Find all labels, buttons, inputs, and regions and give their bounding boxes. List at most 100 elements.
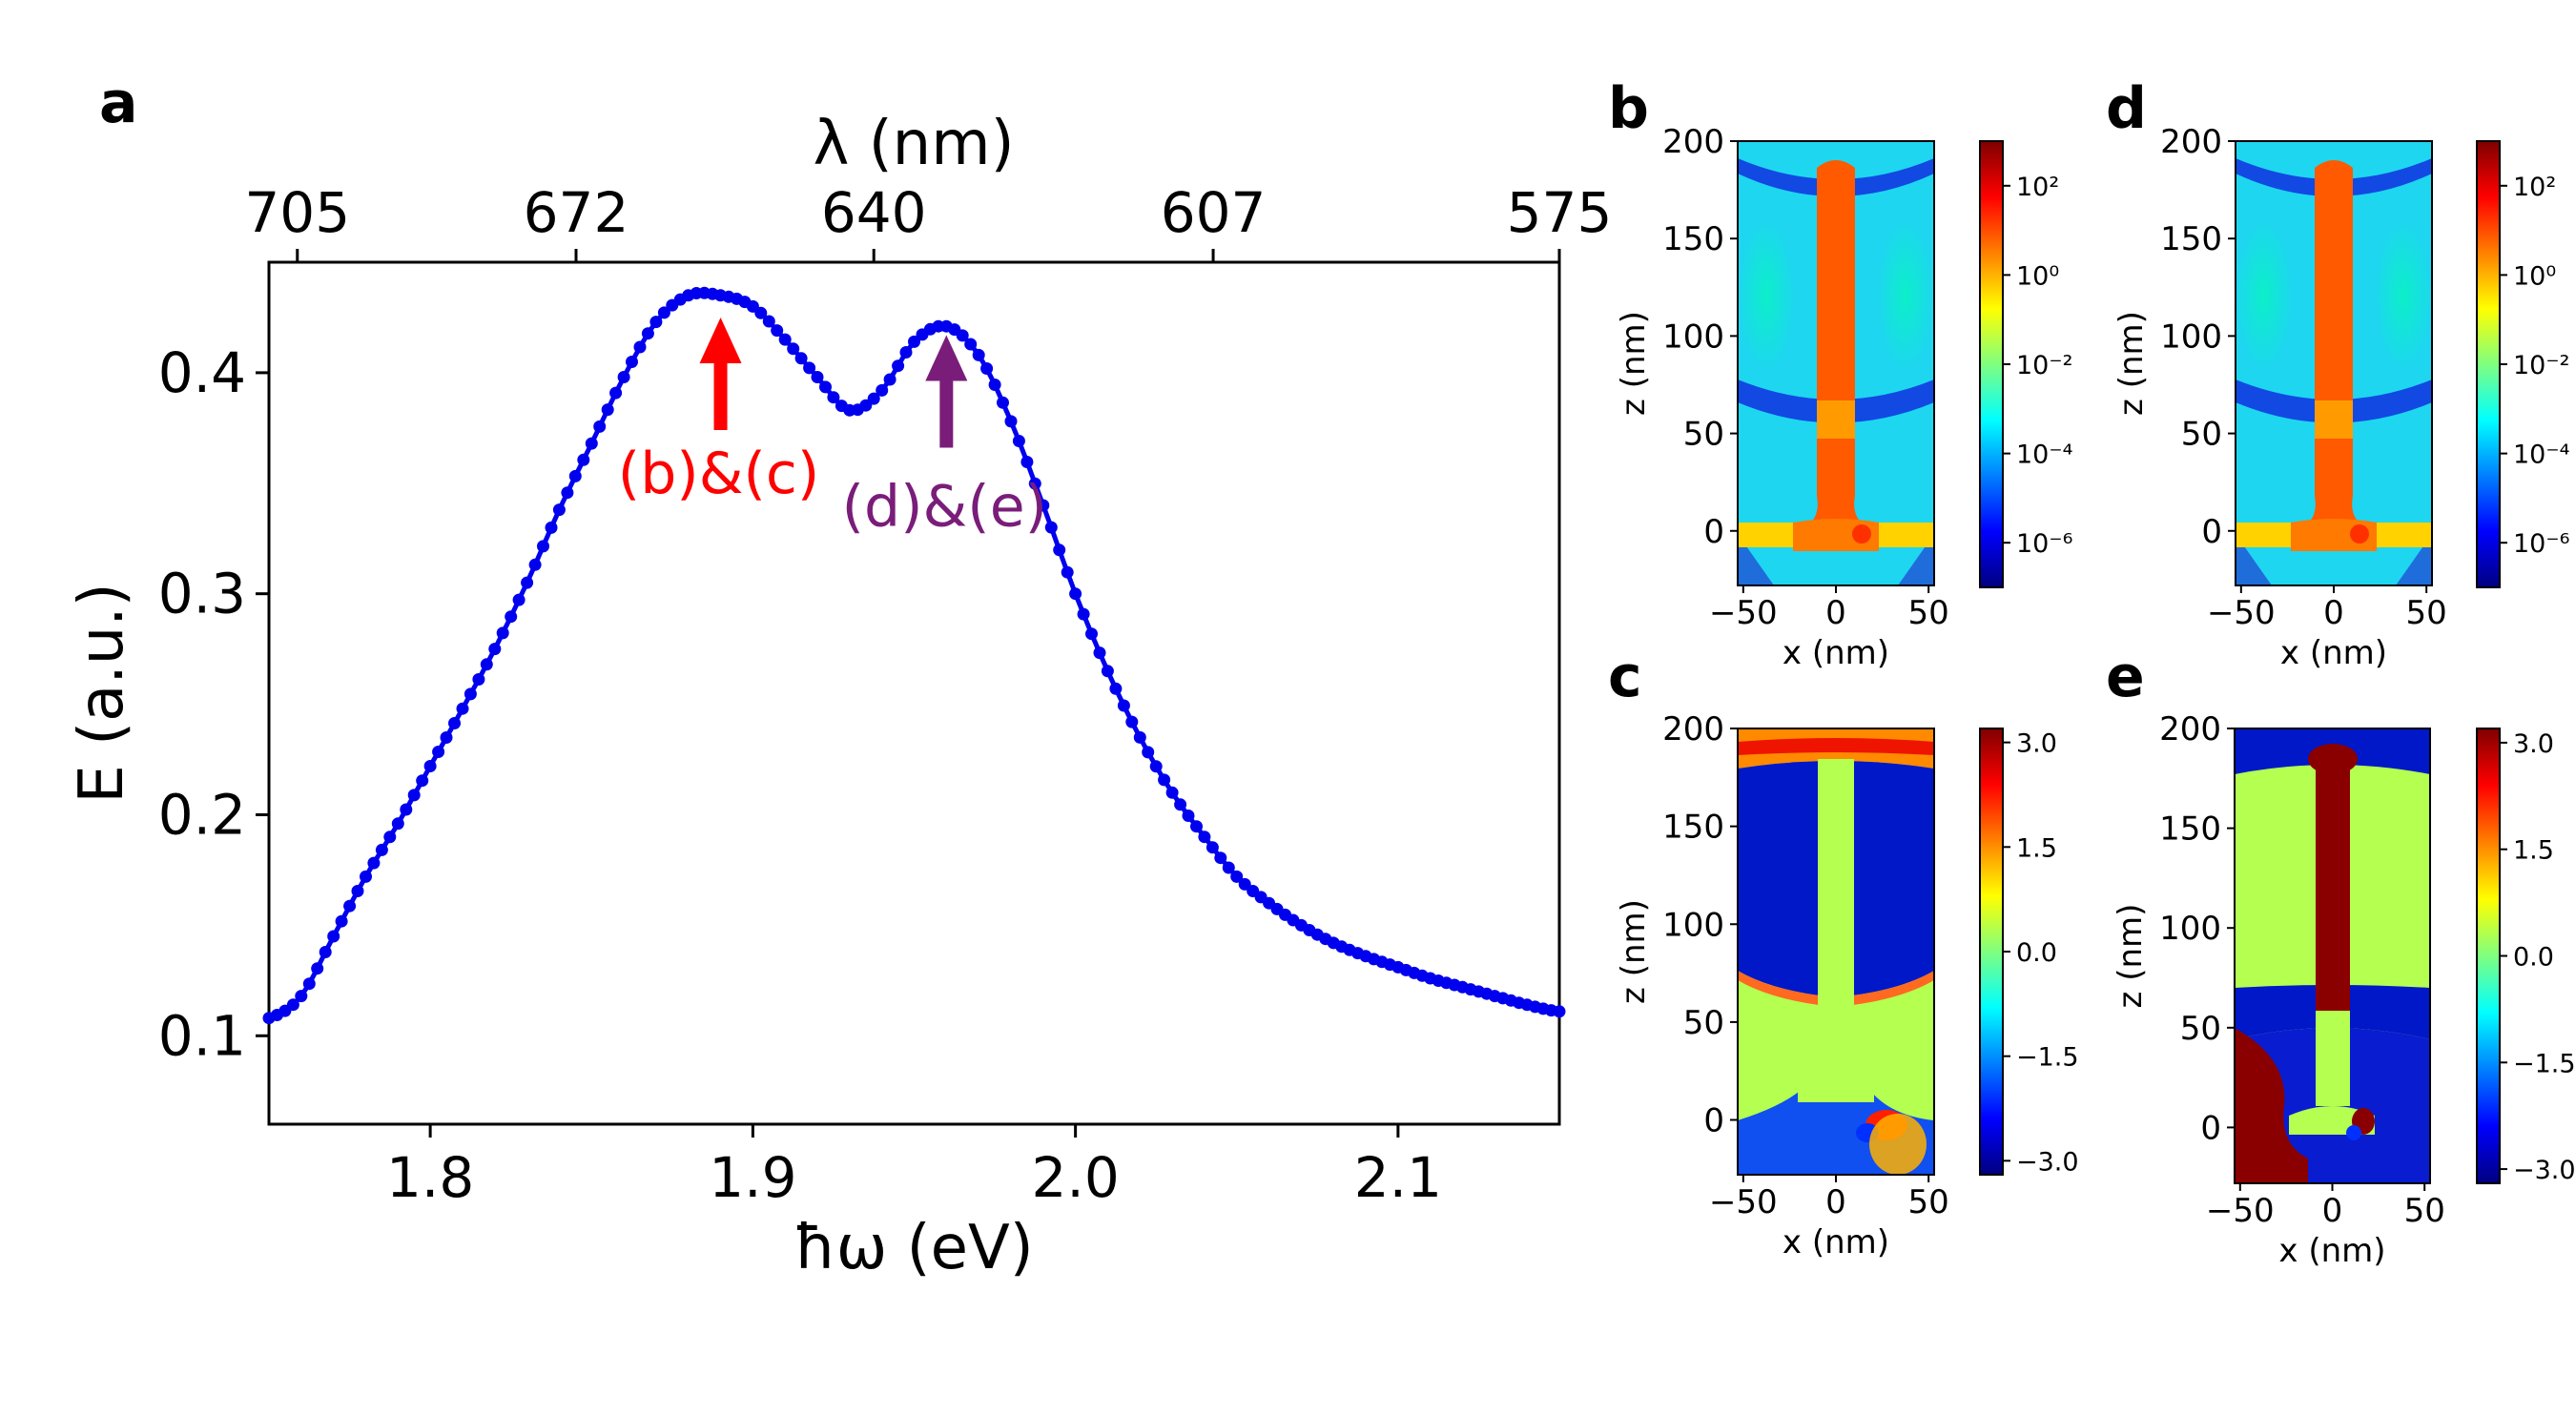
x-tick-label: 2.1 (1354, 1145, 1442, 1210)
data-point (286, 998, 299, 1012)
data-point (1077, 607, 1090, 621)
y-tick-label: 50 (2181, 416, 2222, 454)
panel-label-d: d (2106, 75, 2147, 142)
data-point (657, 306, 670, 319)
data-point (883, 373, 896, 386)
data-point (876, 383, 889, 397)
data-point (521, 576, 534, 589)
data-point (1044, 521, 1058, 534)
colorbar-ticks-c: 3.0 1.5 0.0 −1.5 −3.0 (2003, 729, 2079, 1177)
data-point (778, 333, 792, 346)
y-ticks: 0.1 0.2 0.3 0.4 (158, 340, 269, 1068)
panel-label-a: a (99, 70, 138, 136)
annotation-arrow-head (925, 335, 968, 381)
y-tick-label: 150 (1662, 809, 1724, 847)
y-tick-label: 0 (1703, 1102, 1724, 1140)
x-tick-label: 0 (1825, 1183, 1846, 1221)
data-point (311, 962, 324, 975)
data-point (327, 930, 340, 943)
data-point (423, 760, 437, 772)
data-point (1182, 810, 1195, 822)
annotation-arrow-head (699, 317, 742, 363)
y-tick-label: 100 (1662, 318, 1724, 356)
top-tick-label: 705 (244, 180, 350, 245)
data-point (1238, 877, 1251, 891)
data-point (633, 340, 647, 354)
data-point (593, 420, 607, 433)
data-point (456, 702, 469, 715)
data-point (811, 371, 824, 383)
colorbar-tick-label: 3.0 (2513, 729, 2554, 759)
top-tick-label: 575 (1507, 180, 1613, 245)
data-point (343, 899, 357, 913)
colorbar-tick-label: 10⁻⁶ (2513, 529, 2569, 559)
y-tick-label: 100 (1662, 906, 1724, 944)
data-point (803, 361, 816, 375)
colorbar-b (1979, 140, 2004, 588)
panel-label-e: e (2106, 644, 2145, 710)
x-tick-label: 50 (2406, 594, 2447, 632)
data-point (1028, 477, 1041, 490)
data-point (351, 885, 364, 897)
colorbar-e (2476, 728, 2501, 1184)
data-point (1085, 627, 1098, 641)
data-point (899, 346, 913, 359)
top-axis-label: λ (nm) (813, 109, 1014, 179)
data-point (416, 774, 429, 788)
x-tick-label: 1.8 (386, 1145, 474, 1210)
y-tick-label: 100 (2160, 318, 2222, 356)
data-point (1012, 435, 1025, 447)
data-point (472, 673, 485, 686)
top-tick-label: 607 (1161, 180, 1267, 245)
colorbar-tick-label: 10⁻² (2513, 351, 2569, 380)
panel-label-c: c (1608, 644, 1642, 710)
data-point (1174, 798, 1187, 811)
heatmap-image (2236, 141, 2432, 585)
x-tick-label: 2.0 (1032, 1145, 1120, 1210)
x-tick-label: −50 (1709, 1183, 1778, 1221)
annotation-label: (b)&(c) (618, 441, 820, 507)
top-tick-label: 640 (821, 180, 927, 245)
data-point (400, 803, 413, 816)
data-point (545, 521, 558, 534)
data-point (1206, 841, 1219, 854)
data-point (528, 558, 542, 571)
data-point (787, 342, 800, 356)
data-point (1004, 415, 1018, 428)
data-point (972, 348, 985, 361)
y-tick-label: 200 (1662, 123, 1724, 161)
y-tick-label: 0 (2200, 1109, 2221, 1147)
data-point (1037, 499, 1050, 512)
colorbar-tick-label: 10⁻⁶ (2016, 529, 2072, 559)
y-tick-label: 50 (1683, 1004, 1724, 1042)
data-point (552, 503, 566, 517)
colorbar-c (1979, 728, 2004, 1176)
annotation-label: (d)&(e) (842, 473, 1047, 540)
y-tick-label: 0 (1703, 513, 1724, 551)
data-point (360, 870, 372, 883)
y-tick-label: 50 (2180, 1010, 2221, 1048)
y-tick-label: 150 (2160, 220, 2222, 258)
x-tick-label: 0 (1825, 594, 1846, 632)
top-wavelength-ticks: 705 672 640 607 575 (244, 180, 1612, 262)
data-point (432, 746, 445, 758)
colorbar-d (2476, 140, 2501, 588)
data-point (448, 717, 461, 729)
data-point (1149, 760, 1163, 773)
data-point (537, 540, 549, 553)
data-point (391, 817, 404, 831)
data-point (512, 593, 526, 606)
colorbar-tick-label: 10⁰ (2513, 261, 2556, 291)
data-point (1142, 746, 1155, 759)
data-point (568, 469, 582, 482)
data-point (601, 403, 614, 417)
data-point (827, 391, 840, 404)
data-point (1109, 682, 1123, 695)
data-point (794, 352, 808, 365)
x-axis-label: x (nm) (1783, 1223, 1889, 1261)
data-point (1553, 1005, 1566, 1018)
